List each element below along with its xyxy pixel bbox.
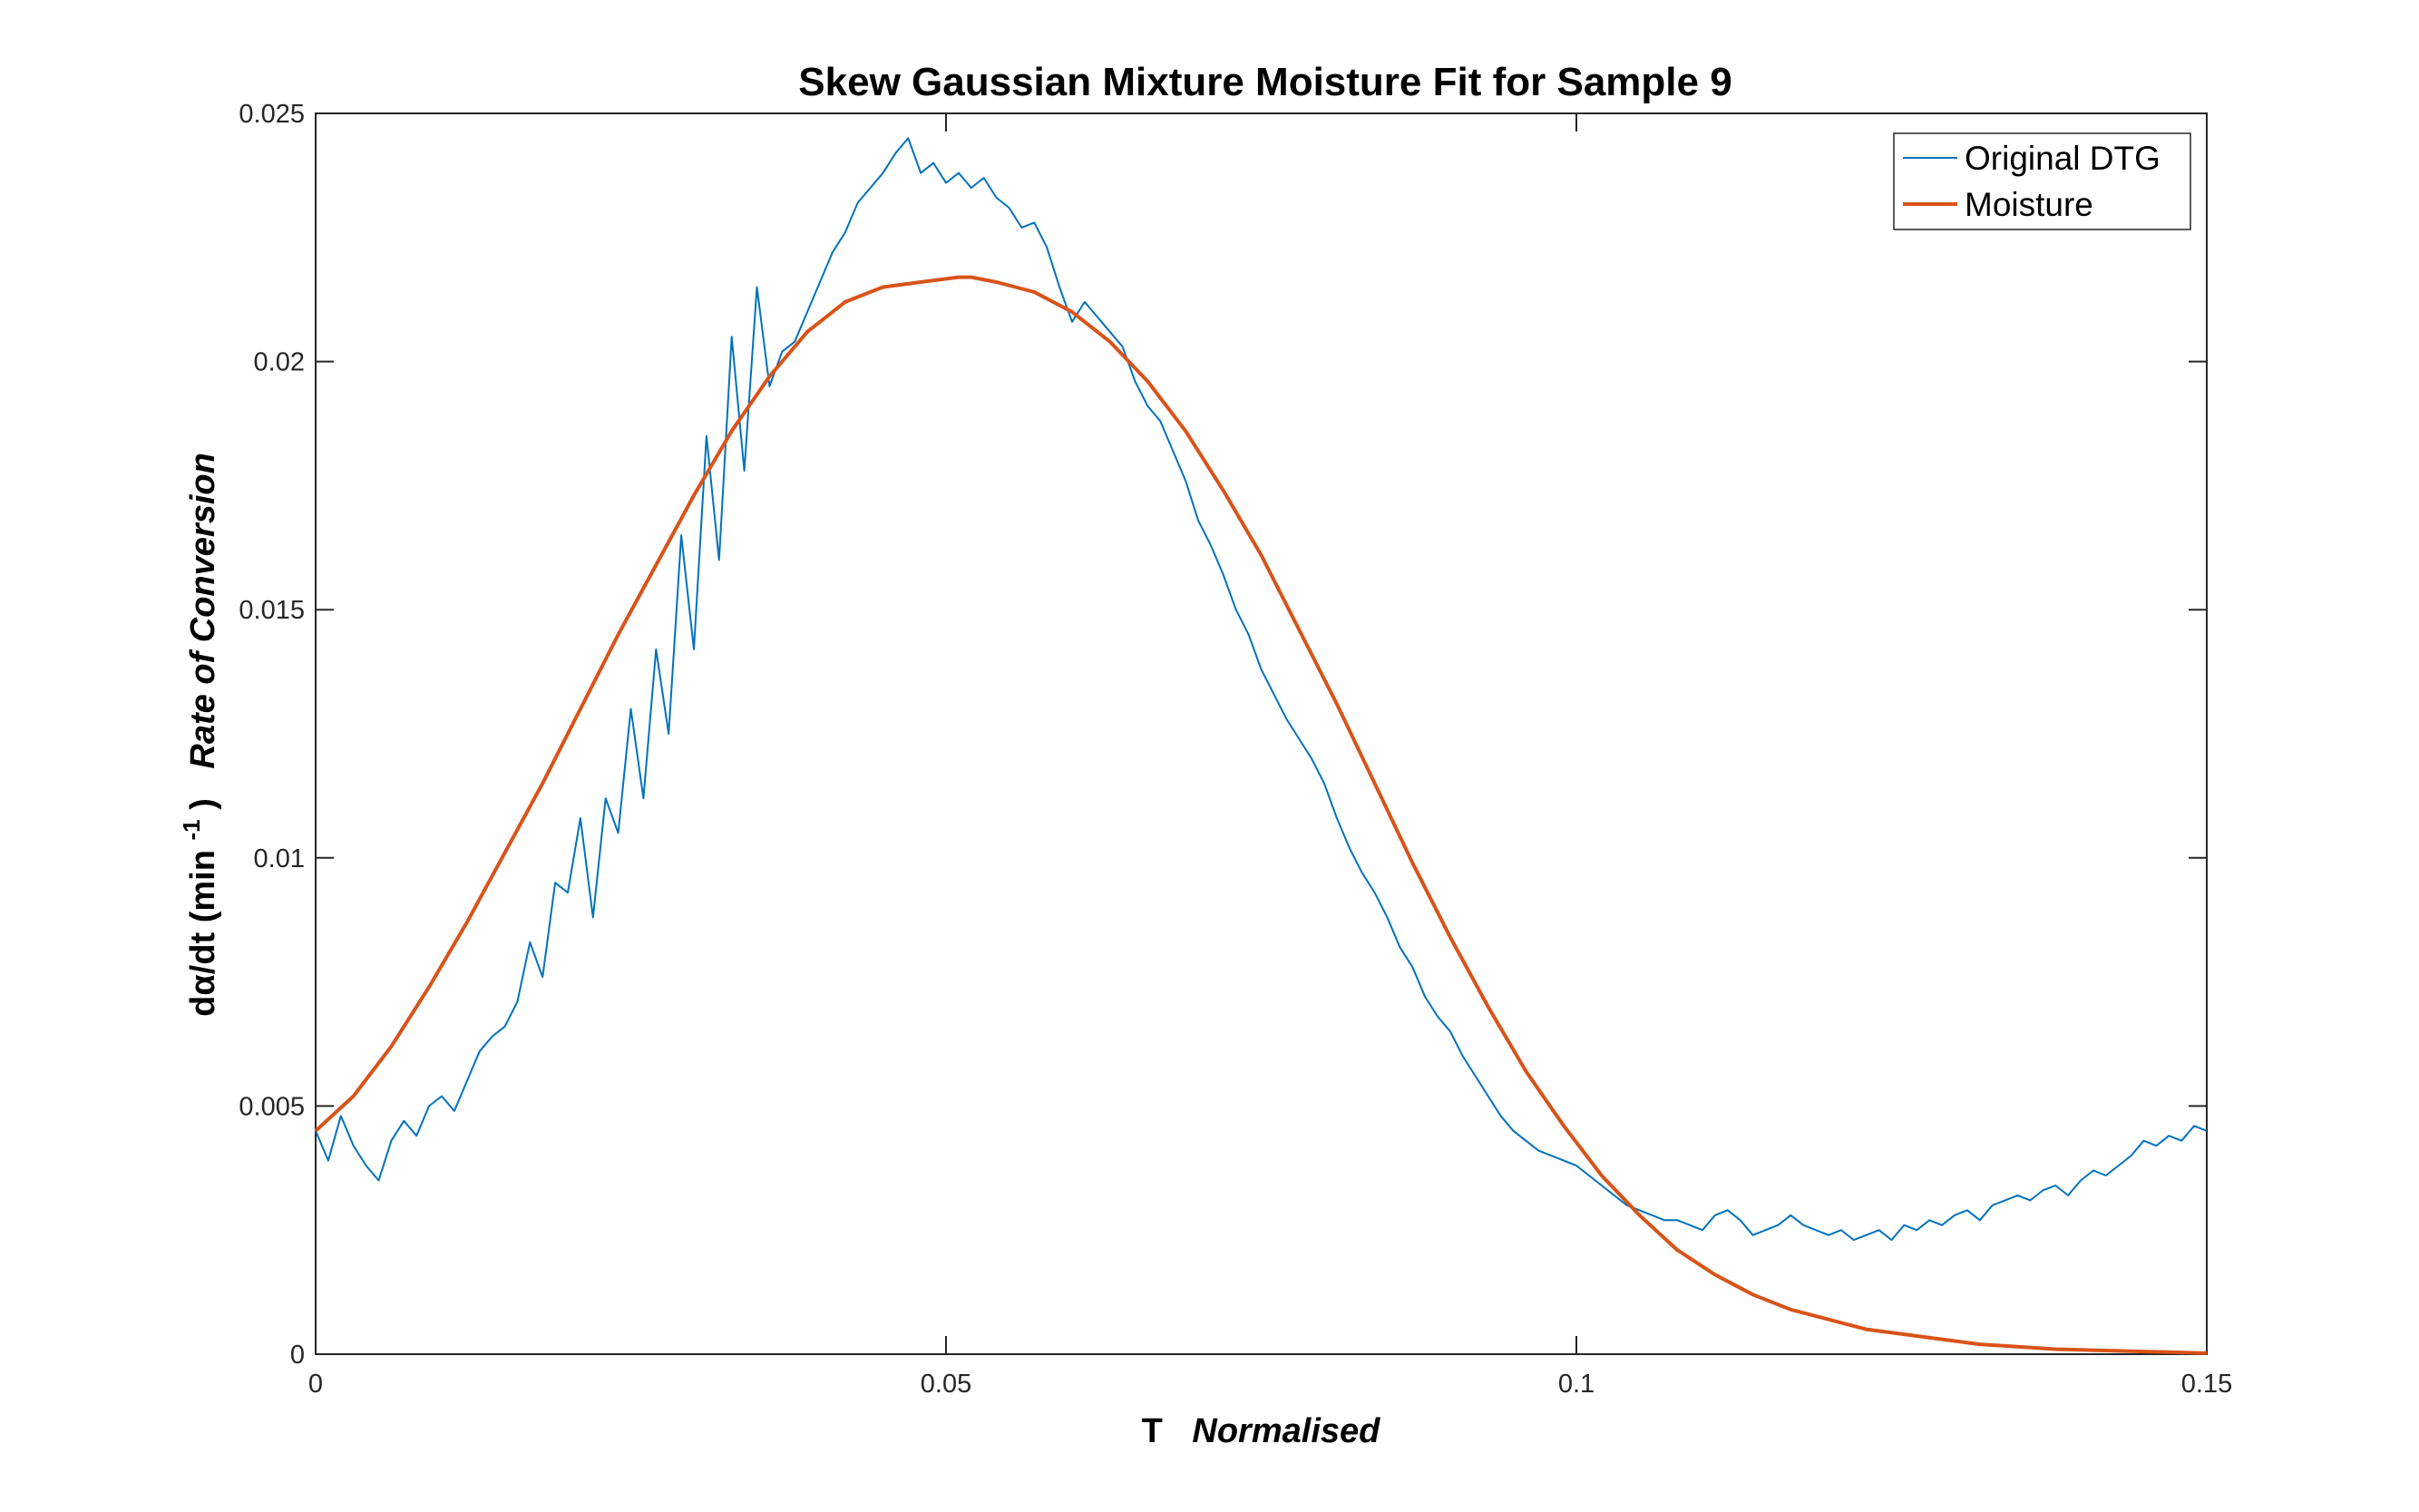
series-line-original-dtg [315, 137, 2208, 1242]
x-axis: 0 0.05 0.1 0.15 [308, 113, 2232, 1399]
chart-title: Skew Gaussian Mixture Moisture Fit for S… [798, 60, 1731, 104]
series-line-moisture [314, 275, 2208, 1355]
y-tick-label: 0.025 [239, 100, 305, 129]
x-tick-label: 0 [308, 1370, 323, 1399]
legend: Original DTG Moisture [1893, 132, 2191, 230]
y-axis-label: dα/dt (min -1 ) Rate of Conversion [170, 453, 222, 1017]
x-tick-label: 0.05 [921, 1370, 971, 1399]
y-tick-label: 0.01 [254, 844, 305, 873]
x-tick-label: 0.1 [1558, 1370, 1595, 1399]
y-axis-label-close: ) [184, 798, 222, 810]
legend-label-moisture: Moisture [1965, 186, 2093, 223]
y-tick-label: 0.015 [239, 596, 305, 625]
series-layer [314, 137, 2208, 1355]
plot-area: 0 0.05 0.1 0.15 0 0.005 0.01 0.015 0.02 0.025 [239, 100, 2232, 1399]
y-tick-label: 0.02 [254, 348, 305, 377]
x-axis-label: T Normalised [1142, 1412, 1381, 1450]
x-axis-label-main: T [1142, 1412, 1163, 1450]
x-tick-label: 0.15 [2181, 1370, 2232, 1399]
y-tick-label: 0 [290, 1341, 305, 1370]
y-axis-label-italic: Rate of Conversion [184, 453, 222, 768]
axes-box [315, 112, 2208, 1355]
legend-box [1893, 132, 2191, 230]
y-axis-label-superscript: -1 [178, 819, 205, 840]
y-tick-label: 0.005 [239, 1092, 305, 1121]
legend-label-original-dtg: Original DTG [1965, 140, 2161, 177]
y-axis-label-main: dα/dt (min [184, 850, 222, 1017]
x-axis-label-italic: Normalised [1192, 1412, 1380, 1450]
